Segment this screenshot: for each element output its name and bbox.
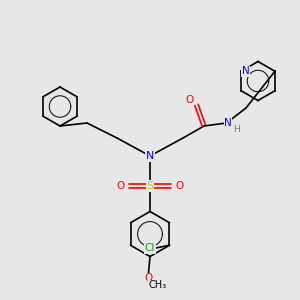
Text: S: S (146, 181, 154, 191)
Text: N: N (224, 118, 232, 128)
Text: O: O (185, 94, 193, 105)
Text: O: O (116, 181, 125, 191)
Text: N: N (146, 151, 154, 161)
Text: N: N (242, 66, 250, 76)
Text: O: O (175, 181, 184, 191)
Text: Cl: Cl (145, 243, 155, 253)
Text: O: O (144, 273, 153, 283)
Text: CH₃: CH₃ (148, 280, 166, 290)
Text: H: H (233, 125, 239, 134)
